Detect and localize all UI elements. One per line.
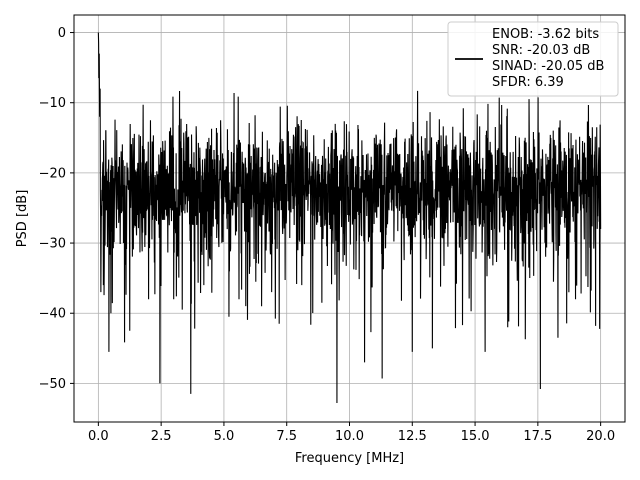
y-tick-label: −40 [39, 307, 66, 322]
y-axis-label: PSD [dB] [15, 190, 30, 248]
x-axis-label: Frequency [MHz] [295, 451, 404, 466]
legend: ENOB: -3.62 bits SNR: -20.03 dB SINAD: -… [447, 21, 619, 97]
x-tick-label: 15.0 [461, 429, 490, 444]
y-tick-label: −10 [39, 96, 66, 111]
data-layer [97, 32, 602, 404]
x-tick-label: 12.5 [398, 429, 427, 444]
y-tick-label: −50 [39, 377, 66, 392]
x-tick-label: 2.5 [151, 429, 172, 444]
legend-entry-enob: ENOB: -3.62 bits [492, 27, 599, 42]
x-tick-label: 5.0 [214, 429, 235, 444]
y-tick-label: −30 [39, 237, 66, 252]
ticks: 0.0 2.5 5.0 7.5 10.0 12.5 15.0 17.5 20.0 0 −10 −20 −… [39, 26, 616, 444]
y-tick-label: −20 [39, 166, 66, 181]
x-tick-label: 17.5 [523, 429, 552, 444]
psd-series-line [97, 32, 602, 404]
legend-box [447, 21, 619, 97]
x-tick-label: 20.0 [586, 429, 615, 444]
y-tick-label: 0 [58, 26, 66, 41]
x-tick-label: 0.0 [88, 429, 109, 444]
x-tick-label: 10.0 [335, 429, 364, 444]
legend-entry-sfdr: SFDR: 6.39 [492, 75, 564, 90]
legend-entry-sinad: SINAD: -20.05 dB [492, 59, 604, 74]
x-tick-label: 7.5 [276, 429, 297, 444]
legend-entry-snr: SNR: -20.03 dB [492, 43, 590, 58]
